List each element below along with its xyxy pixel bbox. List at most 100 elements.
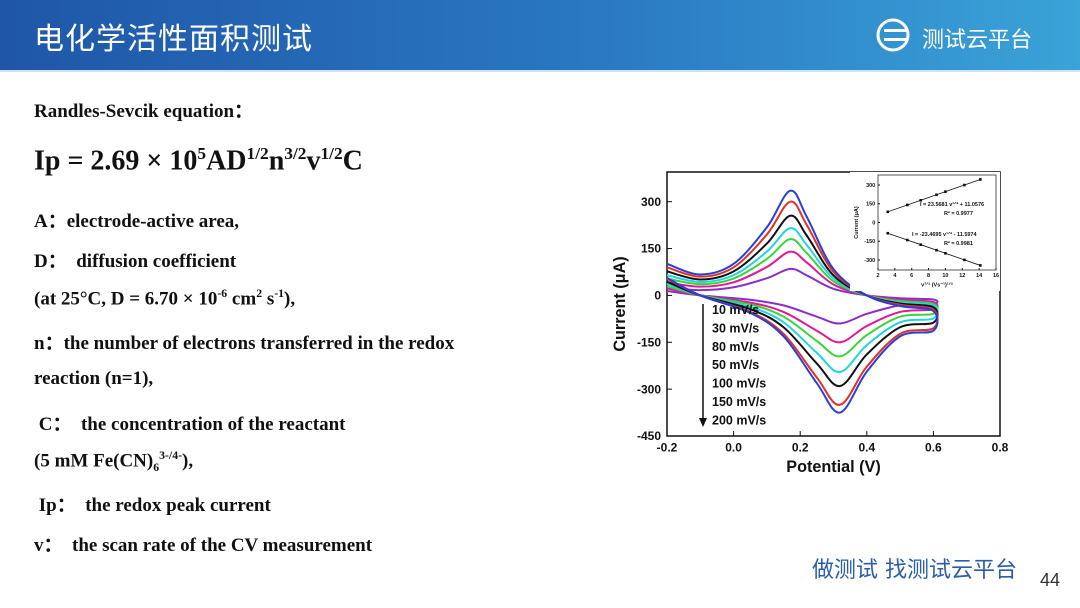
text-line: (at 25°C, D = 6.70 × 10-6 cm2 s-1),: [34, 287, 295, 310]
y-tick-label: -300: [864, 258, 875, 264]
text-segment: AD: [206, 145, 247, 177]
y-tick-label: -150: [637, 335, 661, 349]
x-tick-label: -0.2: [657, 441, 678, 455]
x-tick-label: 2: [876, 273, 879, 279]
cv-curve: [666, 227, 939, 373]
legend-entry: 150 mV/s: [712, 395, 766, 409]
y-tick-label: 300: [866, 183, 875, 189]
y-tick-label: -150: [864, 239, 875, 245]
cv-curve: [666, 238, 939, 358]
data-point: [963, 183, 966, 187]
cv-curve: [666, 267, 939, 325]
x-tick-label: 12: [959, 273, 965, 279]
cv-curve: [666, 200, 939, 406]
data-point: [979, 178, 982, 181]
text-segment: ),: [284, 288, 296, 310]
x-tick-label: 6: [910, 273, 913, 279]
y-tick-label: -450: [637, 429, 661, 443]
y-tick-label: 0: [872, 220, 875, 226]
y-axis-label: Current (μA): [611, 256, 629, 351]
text-segment: Randles-Sevcik equation：: [34, 101, 254, 122]
data-point: [919, 198, 923, 202]
equation-label: R² = 0.9981: [944, 240, 973, 247]
x-tick-label: 0.0: [725, 441, 742, 455]
text-segment: v： the scan rate of the CV measurement: [34, 535, 373, 556]
equation-label: I = 23.5681 v¹ᐟ² + 11.0576: [920, 201, 984, 208]
x-tick-label: 4: [893, 273, 897, 279]
text-segment: v: [306, 145, 321, 177]
text-line: Ip： the redox peak current: [34, 490, 271, 517]
legend-arrowhead: [699, 418, 707, 427]
text-line: v： the scan rate of the CV measurement: [34, 530, 372, 557]
y-tick-label: -300: [637, 382, 661, 396]
text-segment: ),: [182, 450, 194, 472]
text-segment: s: [262, 288, 275, 310]
text-segment: 2: [256, 287, 263, 300]
cv-curve: [666, 250, 939, 344]
header-bar: 电化学活性面积测试 测试云平台: [0, 0, 1080, 72]
text-segment: C: [342, 145, 363, 177]
data-point: [935, 193, 938, 197]
text-segment: 6: [153, 461, 160, 475]
text-segment: n: [268, 145, 285, 177]
data-point: [886, 231, 890, 235]
legend-entry: 10 mV/s: [712, 303, 759, 317]
data-point: [906, 238, 909, 242]
text-segment: -6: [217, 287, 228, 300]
text-segment: 3/2: [284, 144, 307, 163]
x-tick-label: 0.4: [858, 441, 875, 455]
data-point: [944, 251, 947, 255]
data-point: [906, 203, 909, 207]
plot-frame: [666, 171, 1001, 437]
x-tick-label: 0.2: [792, 441, 809, 455]
text-segment: 1/2: [320, 144, 343, 163]
text-line: n：the number of electrons transferred in…: [34, 328, 454, 355]
legend-entry: 50 mV/s: [712, 358, 759, 372]
text-segment: Ip： the redox peak current: [34, 495, 271, 516]
data-point: [963, 258, 966, 262]
y-tick-label: 150: [641, 242, 661, 256]
text-line: D： diffusion coefficient: [34, 246, 236, 273]
text-segment: C： the concentration of the reactant: [34, 414, 346, 435]
slide-title: 电化学活性面积测试: [34, 22, 313, 57]
text-line: A：electrode-active area,: [34, 206, 239, 233]
x-tick-label: 10: [942, 273, 948, 279]
equation-label: I = -23.4695 v¹ᐟ² - 11.5974: [912, 231, 977, 238]
legend-entry: 80 mV/s: [712, 340, 759, 354]
text-segment: (5 mM Fe(CN): [34, 450, 154, 472]
text-segment: 3-/4-: [159, 449, 182, 462]
text-line: (5 mM Fe(CN)63-/4-),: [34, 449, 193, 475]
text-segment: Ip = 2.69 × 10: [34, 145, 198, 177]
x-tick-label: 8: [927, 273, 930, 279]
text-line: Ip = 2.69 × 105AD1/2n3/2v1/2C: [34, 144, 363, 177]
x-tick-label: 16: [993, 273, 999, 279]
legend-entry: 200 mV/s: [712, 413, 766, 427]
text-segment: 5: [197, 144, 207, 163]
text-segment: -1: [274, 287, 285, 300]
legend-entry: 30 mV/s: [712, 321, 759, 335]
logo-text: 测试云平台: [922, 28, 1033, 53]
x-tick-label: 14: [976, 273, 983, 279]
x-tick-label: 0.6: [925, 441, 942, 455]
logo-icon: [876, 18, 910, 52]
data-point: [979, 264, 982, 267]
x-axis-label: v¹ᐟ² (Vs⁻¹)¹ᐟ²: [921, 282, 953, 289]
equation-label: R² = 0.9977: [944, 210, 973, 217]
data-point: [944, 190, 947, 193]
legend-entry: 100 mV/s: [712, 377, 766, 391]
text-line: C： the concentration of the reactant: [34, 409, 346, 436]
text-segment: reaction (n=1),: [34, 368, 154, 389]
y-axis-label: Current (μA): [854, 206, 860, 239]
text-segment: n：the number of electrons transferred in…: [34, 333, 455, 354]
text-line: reaction (n=1),: [34, 368, 153, 390]
cv-curve: [666, 214, 939, 388]
x-tick-label: 0.8: [992, 441, 1009, 455]
footer-slogan: 做测试 找测试云平台: [812, 558, 1017, 583]
inset-background: [850, 172, 1000, 291]
data-point: [886, 210, 890, 214]
page-number: 44: [1040, 570, 1061, 590]
text-segment: cm: [227, 288, 257, 310]
y-tick-label: 300: [641, 195, 661, 209]
